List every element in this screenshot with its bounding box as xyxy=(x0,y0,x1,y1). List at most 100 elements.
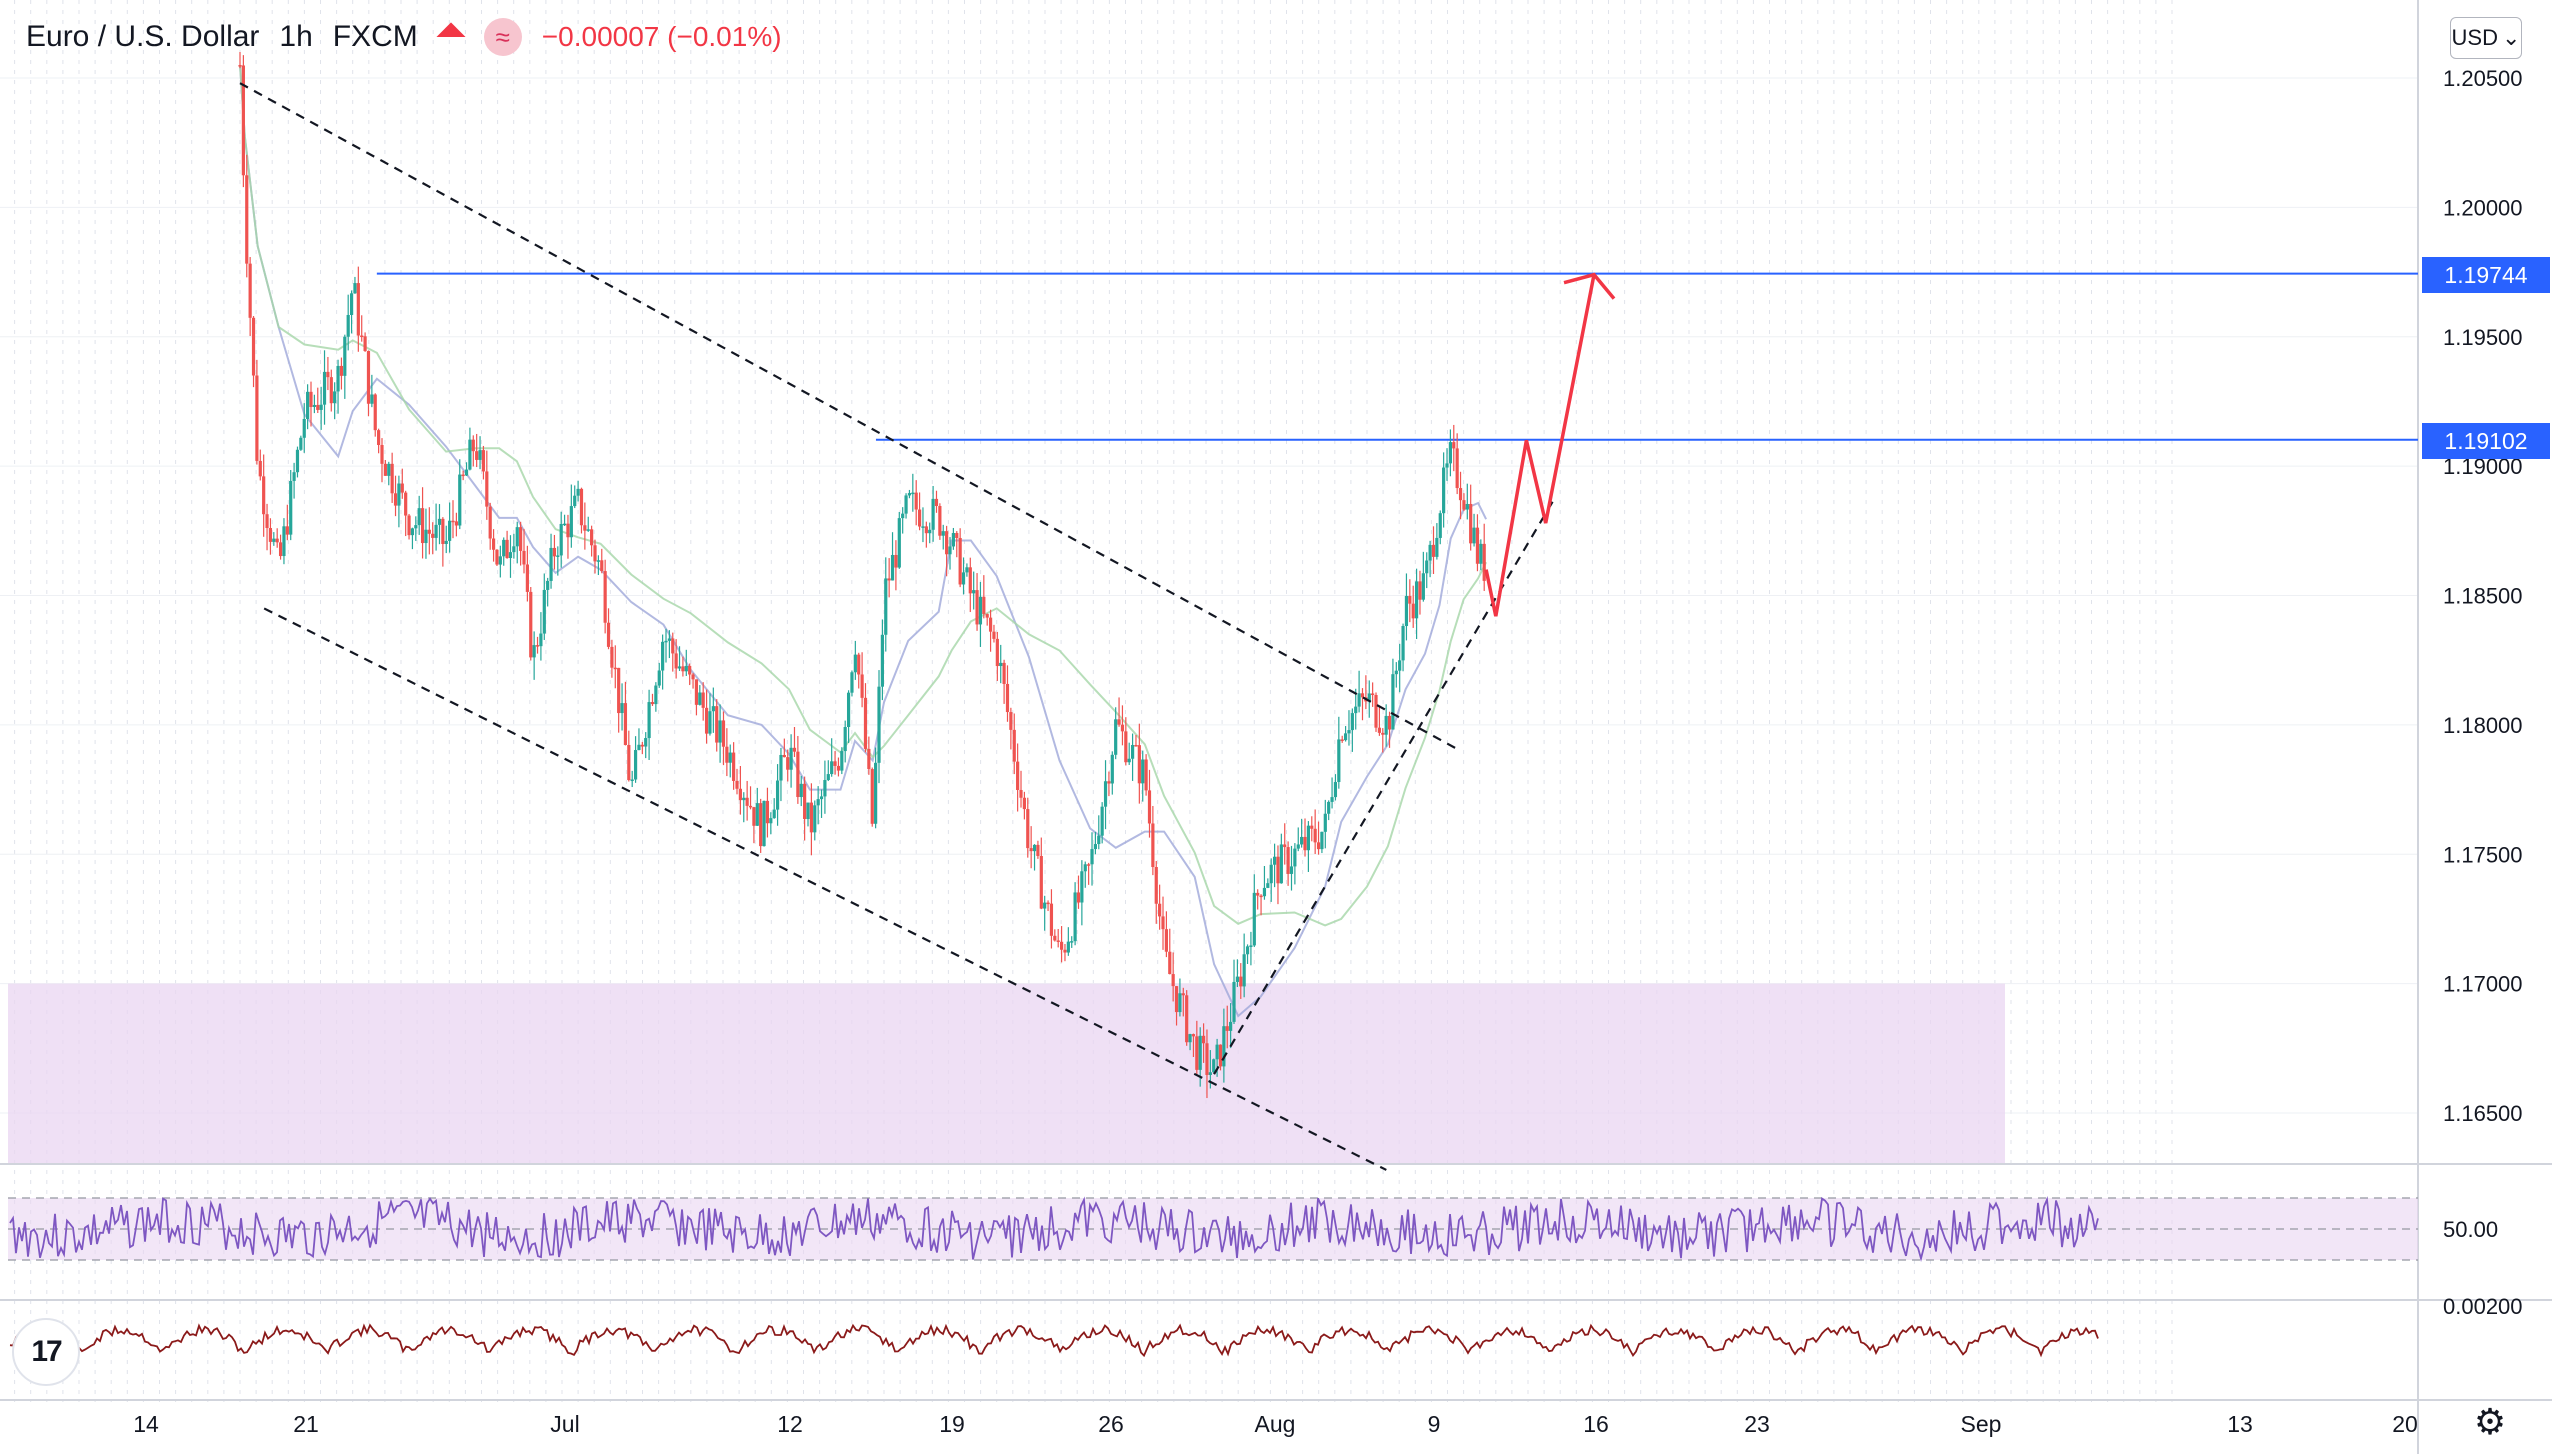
candle-body xyxy=(1097,835,1101,845)
candle-body xyxy=(721,720,726,747)
candle-body xyxy=(339,365,344,376)
candle-body xyxy=(1482,543,1486,581)
candle-body xyxy=(823,780,827,797)
candle-body xyxy=(1279,844,1283,884)
candle-body xyxy=(985,614,989,618)
candle-body xyxy=(1431,544,1436,557)
time-axis-label: 23 xyxy=(1744,1411,1770,1437)
candle-body xyxy=(806,802,810,820)
flag-icon xyxy=(436,22,465,51)
candle-body xyxy=(1229,1021,1233,1031)
candle-body xyxy=(1114,719,1118,755)
currency-button[interactable]: USD ⌄ xyxy=(2450,17,2522,59)
candle-body xyxy=(1350,713,1354,731)
candle-body xyxy=(742,797,746,801)
price-tag-lower[interactable]: 1.19102 xyxy=(2422,423,2550,459)
candle-body xyxy=(819,796,824,800)
gear-icon[interactable]: ⚙ xyxy=(2473,1401,2507,1442)
candle-body xyxy=(1283,844,1287,848)
candle-body xyxy=(988,617,993,632)
candle-body xyxy=(765,800,770,824)
candle-body xyxy=(265,514,269,529)
candle-body xyxy=(897,518,901,568)
candle-body xyxy=(431,533,435,538)
candle-body xyxy=(1049,903,1054,936)
candle-body xyxy=(677,666,682,669)
candle-body xyxy=(803,783,807,820)
candle-body xyxy=(1242,954,1246,987)
candle-body xyxy=(1016,761,1020,790)
candle-body xyxy=(454,521,458,526)
candle-body xyxy=(863,697,868,749)
candle-body xyxy=(1127,758,1131,763)
candle-body xyxy=(654,685,658,705)
candle-body xyxy=(840,751,844,771)
candle-body xyxy=(1398,660,1402,671)
candle-body xyxy=(704,707,709,734)
candle-body xyxy=(586,529,590,531)
candle-body xyxy=(972,590,976,594)
candle-body xyxy=(1418,581,1422,600)
candle-body xyxy=(576,488,580,496)
symbol-name[interactable]: Euro / U.S. Dollar xyxy=(26,20,260,53)
candle-body xyxy=(633,750,638,780)
candle-body xyxy=(434,524,438,538)
candle-body xyxy=(1300,836,1304,845)
candle-body xyxy=(1455,448,1459,489)
candle-body xyxy=(515,527,519,547)
candle-body xyxy=(461,474,465,477)
candle-body xyxy=(728,752,732,763)
candle-body xyxy=(475,451,479,460)
candle-body xyxy=(667,638,671,641)
candle-body xyxy=(478,450,482,460)
candle-body xyxy=(1191,1034,1196,1037)
candle-body xyxy=(1164,929,1168,952)
candle-body xyxy=(535,645,540,647)
candle-body xyxy=(559,523,563,556)
candle-body xyxy=(884,578,888,635)
candle-body xyxy=(302,418,306,438)
candle-body xyxy=(1337,739,1341,783)
candle-body xyxy=(1421,573,1425,600)
candle-body xyxy=(437,518,442,525)
candle-body xyxy=(664,640,668,643)
candle-body xyxy=(1218,1044,1223,1067)
candle-body xyxy=(1032,844,1037,852)
candle-body xyxy=(691,674,695,680)
candle-body xyxy=(1171,974,1175,987)
tradingview-logo[interactable]: 17 xyxy=(12,1318,80,1386)
candle-body xyxy=(992,631,996,639)
candle-body xyxy=(299,437,303,450)
candle-body xyxy=(1195,1036,1199,1070)
candle-body xyxy=(948,546,952,555)
indicator-icon[interactable]: ≈ xyxy=(483,18,522,56)
candle-body xyxy=(694,679,699,705)
candle-body xyxy=(1384,715,1388,735)
candle-body xyxy=(417,508,421,526)
interval-label[interactable]: 1h xyxy=(279,20,313,53)
candle-body xyxy=(911,492,915,495)
candle-body xyxy=(1039,855,1043,909)
candle-body xyxy=(1310,825,1314,829)
candle-body xyxy=(630,779,634,782)
candle-body xyxy=(775,780,780,810)
candle-body xyxy=(441,518,445,544)
candle-body xyxy=(708,711,712,734)
candle-body xyxy=(735,780,739,789)
candle-body xyxy=(1087,864,1091,866)
candle-body xyxy=(890,554,895,581)
candle-body xyxy=(552,547,557,557)
candle-body xyxy=(498,556,502,565)
candle-body xyxy=(914,492,918,510)
price-tag-upper[interactable]: 1.19744 xyxy=(2422,257,2550,293)
candle-body xyxy=(1340,739,1344,741)
candle-body xyxy=(1286,847,1290,874)
candle-body xyxy=(1181,993,1185,996)
candle-body xyxy=(1208,1072,1212,1075)
candle-body xyxy=(958,537,962,585)
candle-body xyxy=(1046,902,1050,905)
candle-body xyxy=(1144,759,1148,791)
candle-body xyxy=(1188,1034,1192,1043)
candle-body xyxy=(620,703,624,714)
